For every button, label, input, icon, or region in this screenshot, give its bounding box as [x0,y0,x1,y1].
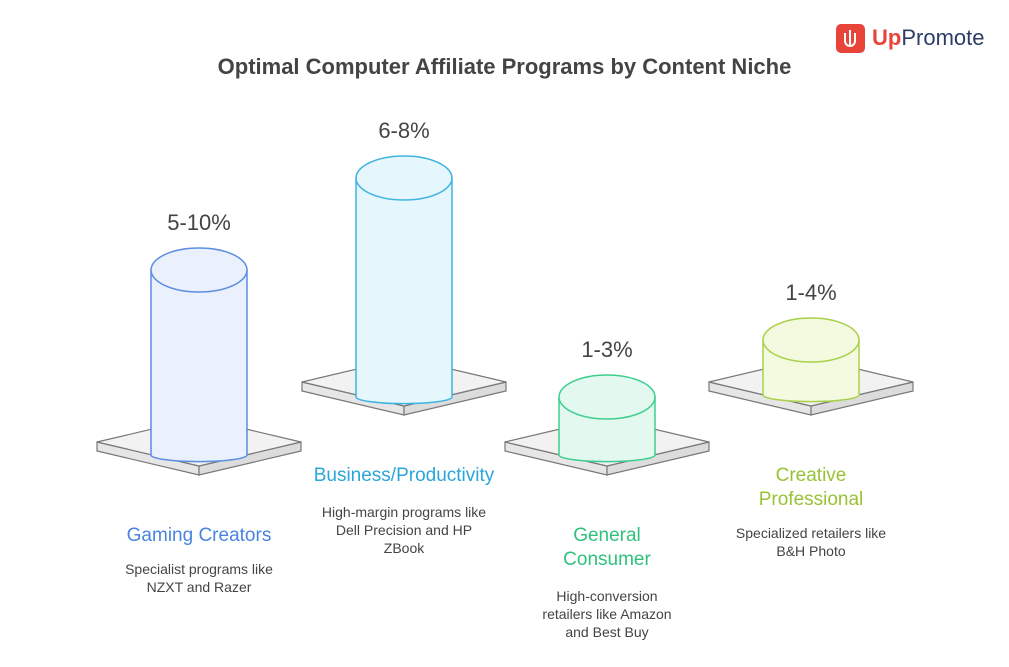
item-description: High-conversion retailers like Amazon an… [542,588,672,640]
brand: UpPromote [872,25,984,51]
item-title: Creative Professional [758,465,864,510]
cylinder-body [150,269,248,463]
cylinder-body [355,177,453,405]
brand-icon-glyph [844,30,856,47]
value-label: 1-3% [581,337,633,362]
item-title: Gaming Creators [126,525,272,546]
value-label: 5-10% [167,210,231,235]
cylinder-top [762,317,860,363]
item-title: Business/Productivity [313,465,495,486]
cylinder-top [150,247,248,293]
item-description: Specialized retailers like B&H Photo [735,525,887,559]
brand-accent: Up [872,25,902,50]
value-label: 6-8% [378,118,430,143]
item-title: General Consumer [563,525,651,570]
brand-rest: Promote [901,25,985,50]
value-label: 1-4% [785,280,837,305]
cylinder-top [355,155,453,201]
title: Optimal Computer Affiliate Programs by C… [217,54,792,79]
item-description: High-margin programs like Dell Precision… [321,504,487,556]
cylinder-top [558,374,656,420]
item-description: Specialist programs like NZXT and Razer [125,561,273,595]
